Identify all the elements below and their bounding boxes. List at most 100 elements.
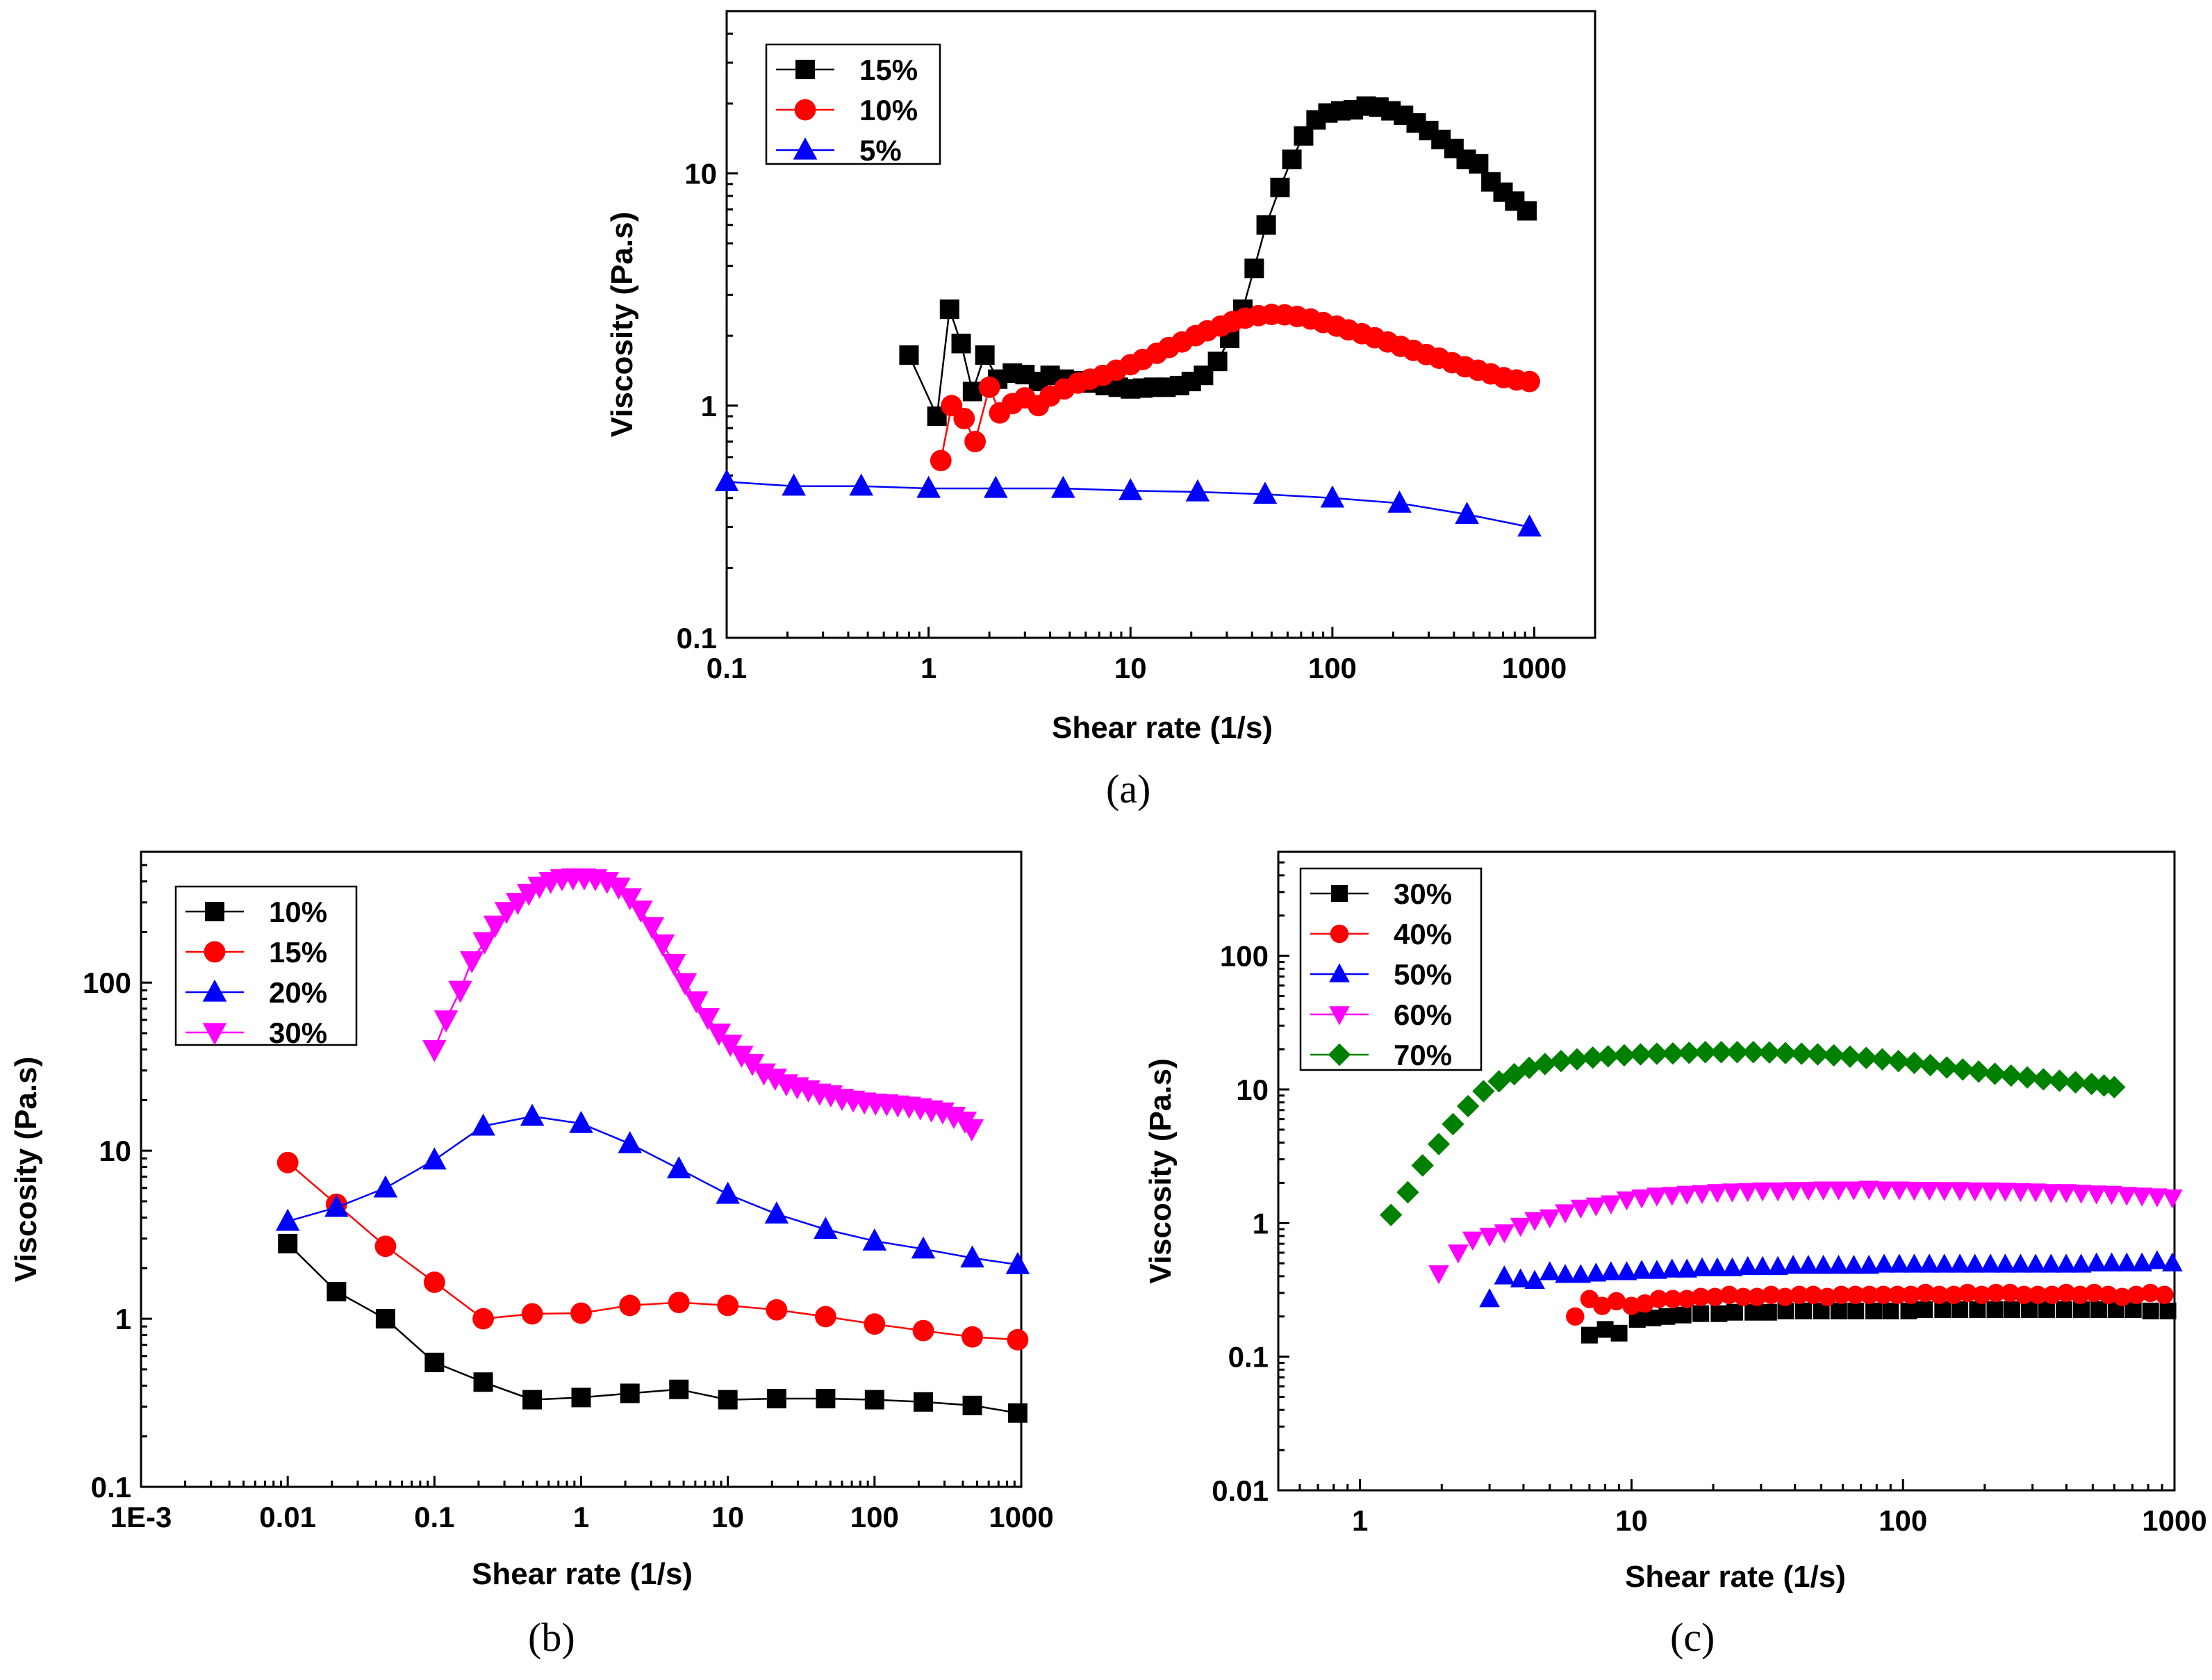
y-tick-label: 1 bbox=[701, 390, 717, 422]
data-point bbox=[276, 1151, 299, 1173]
data-point bbox=[472, 1308, 494, 1330]
plot-frame bbox=[725, 10, 1596, 639]
data-point bbox=[473, 1372, 493, 1392]
legend-label: 15% bbox=[859, 53, 918, 86]
data-point bbox=[961, 1326, 983, 1348]
legend-box bbox=[1299, 867, 1483, 1071]
x-tick-label: 1000 bbox=[989, 1501, 1053, 1533]
x-axis-title: Shear rate (1/s) bbox=[1625, 1560, 1846, 1594]
data-point bbox=[1916, 1301, 1933, 1318]
data-point bbox=[1726, 1303, 1744, 1321]
data-point bbox=[373, 1175, 398, 1198]
data-point bbox=[1494, 1265, 1515, 1285]
data-point bbox=[1524, 1269, 1545, 1290]
data-point bbox=[1455, 502, 1479, 525]
data-point bbox=[1517, 201, 1537, 221]
data-point bbox=[327, 1282, 347, 1302]
data-point bbox=[1980, 1182, 2001, 1202]
data-point bbox=[1607, 1292, 1626, 1311]
data-point bbox=[716, 1181, 740, 1204]
data-point bbox=[1865, 1302, 1883, 1319]
data-point bbox=[1448, 1244, 1469, 1264]
plot-frame bbox=[1277, 850, 2176, 1492]
data-point bbox=[1945, 1285, 1963, 1304]
legend: 10% 15% 20% 30% bbox=[174, 885, 358, 1049]
data-point bbox=[951, 333, 971, 354]
data-point bbox=[1919, 1053, 1942, 1077]
legend-marker bbox=[204, 941, 226, 963]
data-point bbox=[1610, 1324, 1628, 1342]
data-point bbox=[1581, 1046, 1604, 1069]
data-point bbox=[2162, 1252, 2183, 1271]
data-point bbox=[763, 1069, 787, 1092]
data-point bbox=[1661, 1041, 1685, 1065]
legend-marker bbox=[794, 99, 816, 121]
data-point bbox=[2015, 1066, 2039, 1089]
data-point bbox=[1710, 1041, 1733, 1064]
data-point bbox=[459, 951, 484, 973]
data-point bbox=[1691, 1287, 1710, 1306]
data-point bbox=[1930, 1285, 1949, 1304]
data-point bbox=[1830, 1302, 1847, 1319]
legend-label: 10% bbox=[269, 896, 327, 928]
data-point bbox=[1661, 1258, 1683, 1278]
data-point bbox=[766, 1388, 786, 1408]
data-point bbox=[1843, 1255, 1865, 1274]
x-tick-label: 1E-3 bbox=[110, 1501, 172, 1533]
legend-marker bbox=[1328, 1043, 1351, 1067]
x-tick-label: 1 bbox=[1352, 1504, 1368, 1537]
data-point bbox=[1629, 1043, 1652, 1066]
data-point bbox=[2004, 1301, 2021, 1318]
legend-marker bbox=[202, 1023, 227, 1046]
data-point bbox=[2147, 1188, 2168, 1208]
data-point bbox=[962, 1395, 982, 1415]
data-point bbox=[2093, 1074, 2115, 1097]
data-point bbox=[849, 473, 873, 496]
series-10pct bbox=[278, 1233, 1027, 1423]
data-point bbox=[1794, 1302, 1812, 1319]
data-point bbox=[1185, 479, 1210, 502]
data-point bbox=[1828, 1181, 1849, 1201]
data-point bbox=[975, 345, 995, 365]
data-point bbox=[1387, 491, 1412, 513]
data-point bbox=[374, 1235, 397, 1258]
data-point bbox=[1846, 1285, 1865, 1304]
data-point bbox=[1744, 1303, 1762, 1321]
legend-label: 50% bbox=[1394, 958, 1452, 991]
data-point bbox=[1798, 1181, 1819, 1201]
data-point bbox=[2001, 1283, 2020, 1303]
data-point bbox=[2029, 1285, 2047, 1304]
data-point bbox=[1742, 1041, 1765, 1064]
data-point bbox=[2086, 1185, 2107, 1205]
data-point bbox=[1442, 1112, 1464, 1136]
data-point bbox=[1510, 1217, 1531, 1237]
data-point bbox=[1762, 1285, 1781, 1304]
data-point bbox=[1616, 1191, 1637, 1211]
data-point bbox=[1813, 1181, 1834, 1201]
data-point bbox=[1706, 1287, 1724, 1306]
y-tick-label: 0.01 bbox=[1212, 1474, 1269, 1507]
panel-caption: (a) bbox=[1106, 766, 1150, 812]
data-point bbox=[2101, 1185, 2122, 1205]
legend-marker bbox=[202, 979, 227, 1002]
data-point bbox=[2085, 1283, 2104, 1303]
y-axis-title: Viscosity (Pa.s) bbox=[1144, 1058, 1178, 1283]
data-point bbox=[1692, 1305, 1710, 1322]
data-point bbox=[2042, 1285, 2061, 1304]
data-point bbox=[1874, 1253, 1895, 1273]
series-30pct bbox=[422, 868, 984, 1142]
data-point bbox=[960, 1245, 984, 1268]
data-point bbox=[471, 1113, 495, 1136]
data-point bbox=[1596, 1045, 1619, 1068]
series-10pct bbox=[930, 304, 1540, 472]
data-point bbox=[1888, 1285, 1907, 1304]
legend-label: 30% bbox=[1394, 878, 1452, 910]
data-point bbox=[1790, 1042, 1813, 1065]
data-point bbox=[2056, 1253, 2077, 1273]
legend-box bbox=[765, 43, 941, 165]
data-point bbox=[816, 1388, 836, 1408]
data-point bbox=[864, 1313, 886, 1335]
data-point bbox=[2040, 1184, 2062, 1203]
data-point bbox=[422, 1147, 447, 1170]
data-point bbox=[1580, 1326, 1598, 1344]
